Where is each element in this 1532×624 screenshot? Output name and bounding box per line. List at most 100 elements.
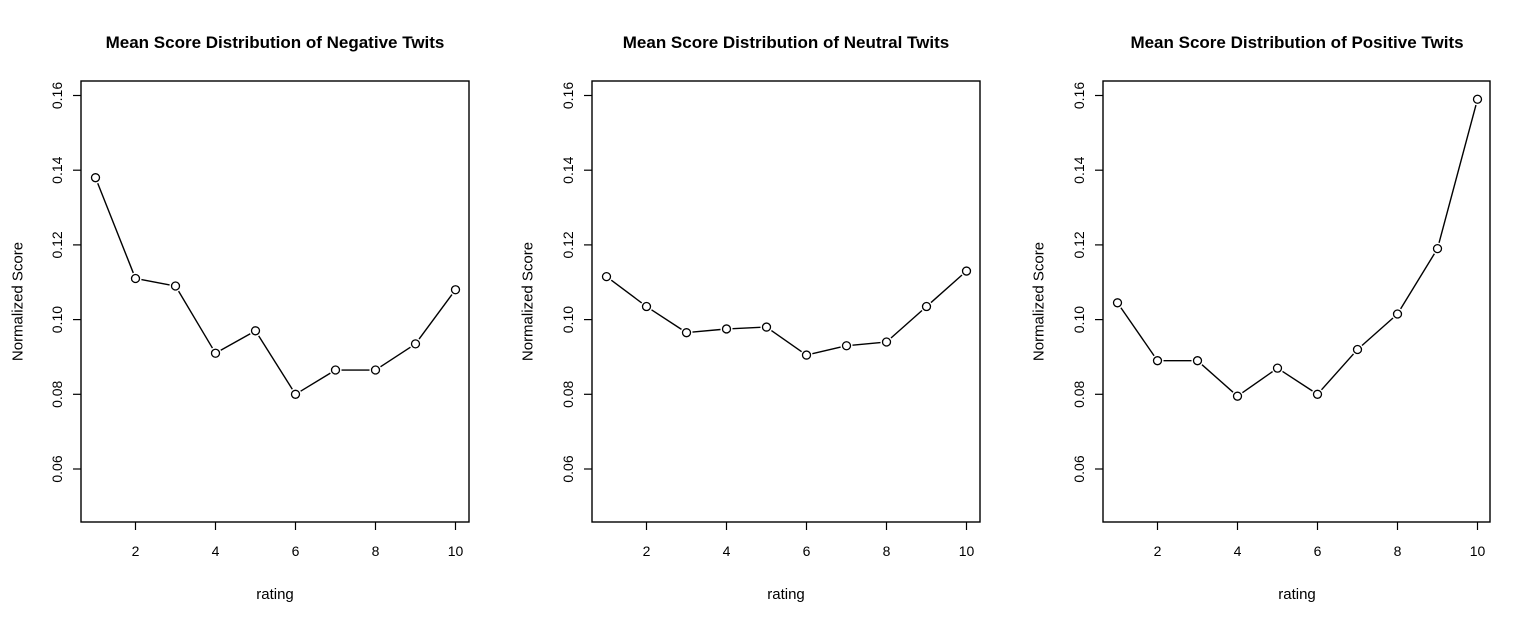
y-axis-label: Normalized Score	[520, 242, 537, 361]
data-point	[601, 271, 612, 282]
data-point	[1192, 356, 1203, 366]
y-tick-label: 0.10	[560, 306, 576, 333]
data-point	[410, 339, 421, 349]
y-tick-label: 0.08	[560, 380, 576, 407]
x-tick-label: 8	[1394, 543, 1402, 559]
series-line-segment	[177, 290, 214, 349]
data-point	[881, 337, 892, 347]
y-tick-label: 0.08	[49, 380, 65, 407]
data-point	[721, 324, 732, 334]
series-line-segment	[812, 346, 841, 355]
data-point	[921, 301, 932, 312]
x-tick-label: 10	[959, 543, 975, 559]
data-point	[681, 328, 692, 338]
data-point	[641, 301, 652, 312]
series-line-segment	[1320, 353, 1355, 391]
series-line-segment	[1438, 104, 1477, 244]
data-point	[1352, 344, 1363, 355]
x-tick-label: 4	[723, 543, 731, 559]
data-point	[1112, 298, 1123, 308]
y-tick-label: 0.16	[49, 82, 65, 109]
y-tick-label: 0.10	[49, 306, 65, 333]
series-line-segment	[692, 328, 721, 333]
series-line-segment	[141, 278, 170, 286]
chart-panel-1: Mean Score Distribution of Negative Twit…	[10, 33, 470, 603]
data-point	[450, 285, 461, 295]
data-point	[1232, 391, 1243, 401]
series-line-segment	[1242, 371, 1273, 394]
y-tick-label: 0.16	[1071, 82, 1087, 109]
series-line-segment	[1282, 370, 1313, 392]
series-line-segment	[1361, 317, 1394, 347]
data-point	[801, 350, 812, 360]
x-tick-label: 6	[1314, 543, 1322, 559]
x-tick-label: 10	[1470, 543, 1486, 559]
series-line-segment	[220, 333, 251, 351]
series-line-segment	[418, 294, 453, 340]
data-point	[370, 365, 381, 375]
plot-frame	[80, 80, 470, 523]
chart-title: Mean Score Distribution of Negative Twit…	[106, 33, 445, 52]
data-point	[130, 273, 141, 284]
series-line-segment	[1201, 364, 1234, 393]
chart-title: Mean Score Distribution of Neutral Twits	[623, 33, 950, 52]
data-point	[90, 173, 101, 183]
data-point	[1152, 356, 1163, 366]
y-tick-label: 0.12	[49, 231, 65, 258]
series-line-segment	[852, 341, 881, 346]
y-tick-label: 0.12	[1071, 231, 1087, 258]
data-point	[330, 365, 341, 375]
data-point	[290, 389, 301, 399]
y-tick-label: 0.14	[1071, 156, 1087, 183]
data-point	[210, 348, 221, 358]
series-line-segment	[610, 279, 643, 304]
series-line-segment	[1120, 307, 1155, 357]
data-point	[1312, 389, 1323, 399]
y-tick-label: 0.12	[560, 231, 576, 258]
series-line-segment	[930, 274, 963, 304]
chart-panel-3: Mean Score Distribution of Positive Twit…	[1031, 33, 1491, 603]
data-point	[1392, 309, 1403, 319]
y-axis-label: Normalized Score	[1031, 242, 1048, 361]
chart-panel-2: Mean Score Distribution of Neutral Twits…	[520, 33, 981, 603]
y-tick-label: 0.06	[560, 455, 576, 482]
series-line-segment	[380, 346, 411, 368]
x-axis-label: rating	[767, 586, 805, 603]
x-tick-label: 4	[212, 543, 220, 559]
series-line-segment	[300, 372, 331, 392]
x-tick-label: 8	[372, 543, 380, 559]
y-axis-label: Normalized Score	[10, 242, 27, 361]
data-point	[250, 326, 261, 336]
data-point	[841, 341, 852, 351]
series-line-segment	[258, 335, 293, 390]
y-tick-label: 0.14	[560, 156, 576, 183]
plot-frame	[591, 80, 981, 523]
series-line-segment	[732, 326, 761, 330]
x-tick-label: 6	[292, 543, 300, 559]
y-tick-label: 0.08	[1071, 380, 1087, 407]
data-point	[961, 266, 972, 276]
y-tick-label: 0.06	[49, 455, 65, 482]
x-axis-label: rating	[256, 586, 294, 603]
chart-title: Mean Score Distribution of Positive Twit…	[1130, 33, 1463, 52]
series-line-segment	[651, 309, 682, 330]
series-line-segment	[97, 182, 134, 274]
x-tick-label: 2	[643, 543, 651, 559]
x-tick-label: 2	[1154, 543, 1162, 559]
x-tick-label: 6	[803, 543, 811, 559]
plot-frame	[1102, 80, 1491, 523]
series-line-segment	[771, 329, 802, 353]
series-line-segment	[1400, 253, 1435, 310]
y-tick-label: 0.16	[560, 82, 576, 109]
data-point	[761, 322, 772, 332]
x-tick-label: 2	[132, 543, 140, 559]
y-tick-label: 0.10	[1071, 306, 1087, 333]
y-tick-label: 0.06	[1071, 455, 1087, 482]
data-point	[1432, 243, 1443, 254]
data-point	[170, 281, 181, 291]
x-axis-label: rating	[1278, 586, 1316, 603]
x-tick-label: 8	[883, 543, 891, 559]
x-tick-label: 4	[1234, 543, 1242, 559]
y-tick-label: 0.14	[49, 156, 65, 183]
